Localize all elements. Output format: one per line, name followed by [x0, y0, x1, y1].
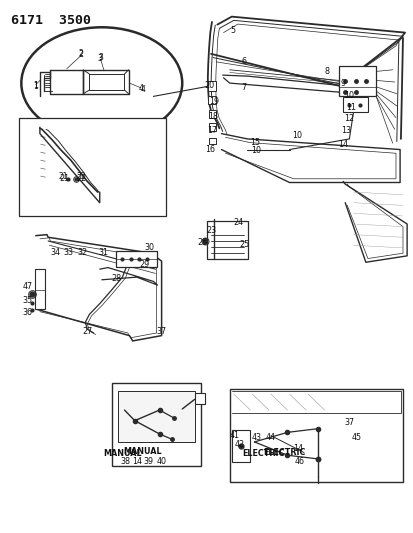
Text: 38: 38 [120, 457, 130, 466]
Text: 47: 47 [22, 282, 33, 291]
Text: ELECTRIC: ELECTRIC [241, 449, 284, 458]
Text: 19: 19 [209, 97, 219, 106]
Ellipse shape [21, 27, 182, 139]
Bar [116, 251, 157, 266]
Text: 14: 14 [292, 444, 302, 453]
Text: 10: 10 [291, 131, 301, 140]
Text: 44: 44 [265, 433, 275, 442]
Bar [229, 389, 402, 482]
Text: 35: 35 [22, 296, 33, 305]
Text: 46: 46 [294, 457, 304, 466]
Text: 37: 37 [156, 327, 166, 336]
Text: 34: 34 [50, 248, 60, 257]
Text: 43: 43 [251, 433, 261, 442]
Bar [208, 82, 216, 91]
Text: 25: 25 [238, 240, 249, 249]
Text: 30: 30 [144, 244, 154, 253]
Bar [208, 96, 215, 104]
Text: 24: 24 [233, 219, 242, 228]
Bar [209, 138, 216, 144]
Text: 22: 22 [77, 172, 86, 181]
Text: MANUAL: MANUAL [123, 447, 161, 456]
Bar [19, 118, 165, 216]
Text: 31: 31 [98, 248, 108, 257]
Text: 36: 36 [22, 308, 33, 317]
Text: 14: 14 [337, 140, 347, 149]
Text: 22: 22 [76, 174, 86, 183]
Bar [118, 391, 194, 442]
Bar [209, 110, 216, 118]
Text: 6: 6 [241, 58, 246, 66]
Text: 18: 18 [208, 111, 218, 120]
Text: 29: 29 [139, 261, 149, 269]
Text: 2: 2 [78, 51, 83, 59]
Text: 17: 17 [207, 126, 217, 135]
Text: 12: 12 [344, 114, 354, 123]
Bar [338, 66, 375, 96]
Text: 5: 5 [230, 26, 235, 35]
Text: 2: 2 [78, 50, 83, 58]
Text: 21: 21 [59, 172, 68, 181]
Text: 37: 37 [344, 418, 354, 427]
Text: 39: 39 [143, 457, 153, 466]
Text: 45: 45 [351, 433, 361, 442]
Text: 42: 42 [235, 440, 244, 449]
Text: 8: 8 [323, 67, 328, 76]
Text: 10: 10 [250, 146, 260, 155]
Text: 28: 28 [111, 273, 121, 282]
Text: 3: 3 [97, 54, 102, 62]
Bar [34, 269, 45, 309]
Text: 10: 10 [344, 91, 354, 100]
Text: 32: 32 [77, 248, 87, 257]
Text: 4: 4 [138, 84, 143, 93]
Text: 20: 20 [204, 81, 214, 90]
Text: 14: 14 [131, 457, 142, 466]
Text: ELECTRIC: ELECTRIC [263, 448, 305, 457]
Text: 3: 3 [98, 53, 103, 62]
Bar [231, 430, 250, 462]
Text: MANUAL: MANUAL [103, 449, 142, 458]
Text: 41: 41 [230, 431, 240, 440]
Text: 11: 11 [346, 102, 356, 111]
Bar [112, 383, 200, 466]
Text: 9: 9 [340, 78, 345, 87]
Text: 40: 40 [156, 457, 166, 466]
Text: 13: 13 [341, 126, 351, 135]
Text: 1: 1 [33, 81, 38, 90]
Text: 4: 4 [140, 85, 145, 94]
Text: 6171  3500: 6171 3500 [11, 14, 91, 27]
Text: 1: 1 [33, 82, 38, 91]
Bar [194, 393, 204, 403]
Text: 21: 21 [59, 174, 69, 183]
Bar [209, 123, 216, 131]
Bar [342, 98, 367, 112]
Text: 33: 33 [63, 248, 73, 257]
Text: 7: 7 [241, 83, 246, 92]
Text: 26: 26 [197, 238, 207, 247]
Text: 23: 23 [206, 226, 216, 235]
Text: 16: 16 [205, 145, 215, 154]
Text: 27: 27 [82, 327, 92, 336]
Text: 15: 15 [250, 138, 260, 147]
Bar [206, 221, 248, 259]
